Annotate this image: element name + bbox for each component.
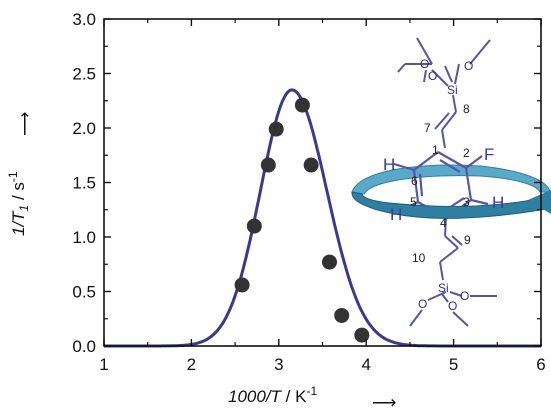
atom-h-left: H <box>383 155 395 174</box>
data-point <box>354 327 370 343</box>
locant-2: 2 <box>463 146 470 160</box>
locant-1: 1 <box>432 143 439 157</box>
atom-si-upper: Si <box>447 83 458 97</box>
data-point <box>268 121 284 137</box>
locant-8: 8 <box>463 102 470 116</box>
y-axis-title-exponent: -1 <box>6 171 20 182</box>
y-axis-title-subscript: 1 <box>17 205 31 212</box>
svg-text:1000/T / K-1: 1000/T / K-1 <box>228 384 317 406</box>
y-tick-label: 2.5 <box>72 65 96 84</box>
atom-o-lower-1: O <box>418 297 427 311</box>
upper-silyl-group <box>397 37 491 149</box>
data-point <box>303 157 319 173</box>
y-tick-label: 0.0 <box>72 337 96 356</box>
x-axis-arrow: ⟶ <box>372 393 396 412</box>
x-axis-title: 1000/T / K-1 ⟶ <box>228 384 396 412</box>
lower-silyl-group <box>409 217 497 327</box>
data-point <box>234 277 250 293</box>
atom-h-right: H <box>492 193 504 212</box>
y-axis-arrow: ⟶ <box>15 112 34 136</box>
rotation-arrowhead <box>528 190 551 214</box>
y-tick-label: 1.5 <box>72 174 96 193</box>
x-tick-label: 6 <box>536 355 545 374</box>
x-tick-label: 3 <box>274 355 283 374</box>
locant-7: 7 <box>424 121 431 135</box>
y-tick-label: 2.0 <box>72 119 96 138</box>
locant-10: 10 <box>412 251 426 265</box>
y-axis-title-quantity: 1/T <box>9 210 28 236</box>
x-tick-label: 1 <box>99 355 108 374</box>
y-tick-label: 1.0 <box>72 228 96 247</box>
x-axis-title-quantity: 1000/T <box>228 387 283 406</box>
atom-si-lower: Si <box>438 281 449 295</box>
atom-o-lower-3: O <box>460 289 469 303</box>
locant-5: 5 <box>410 195 417 209</box>
molecule-inset: Si O O O Si O O O F H H H 1 2 3 4 5 6 7 … <box>351 37 551 327</box>
x-axis-title-exponent: -1 <box>306 384 317 398</box>
axes: 1 2 3 4 5 6 0.0 0.5 1.0 1.5 2.0 2.5 3.0 <box>72 10 545 374</box>
y-tick-label: 0.5 <box>72 283 96 302</box>
x-tick-label: 4 <box>361 355 370 374</box>
locant-4: 4 <box>440 216 447 230</box>
x-axis-title-unit: / K <box>281 387 307 406</box>
data-point <box>334 307 350 323</box>
y-axis-title-unit: / s <box>9 182 28 205</box>
x-tick-label: 5 <box>449 355 458 374</box>
locant-6: 6 <box>411 174 418 188</box>
atom-o-upper-3: O <box>420 57 429 71</box>
rotation-ring-front <box>351 191 551 219</box>
x-tick-label: 2 <box>187 355 196 374</box>
locant-9: 9 <box>464 233 471 247</box>
atom-h-lower-left: H <box>390 205 402 224</box>
data-point <box>246 218 262 234</box>
y-axis-title: 1/T1 / s-1 ⟶ <box>6 112 34 236</box>
atom-o-upper-2: O <box>464 59 473 73</box>
data-point <box>321 254 337 270</box>
data-point <box>294 97 310 113</box>
svg-text:1/T1 / s-1: 1/T1 / s-1 <box>6 171 31 236</box>
data-point <box>260 157 276 173</box>
atom-o-lower-2: O <box>448 299 457 313</box>
locant-3: 3 <box>463 195 470 209</box>
rotation-ring-back <box>351 164 551 195</box>
y-tick-label: 3.0 <box>72 10 96 29</box>
atom-f: F <box>484 145 494 164</box>
atom-o-upper-1: O <box>428 69 437 83</box>
